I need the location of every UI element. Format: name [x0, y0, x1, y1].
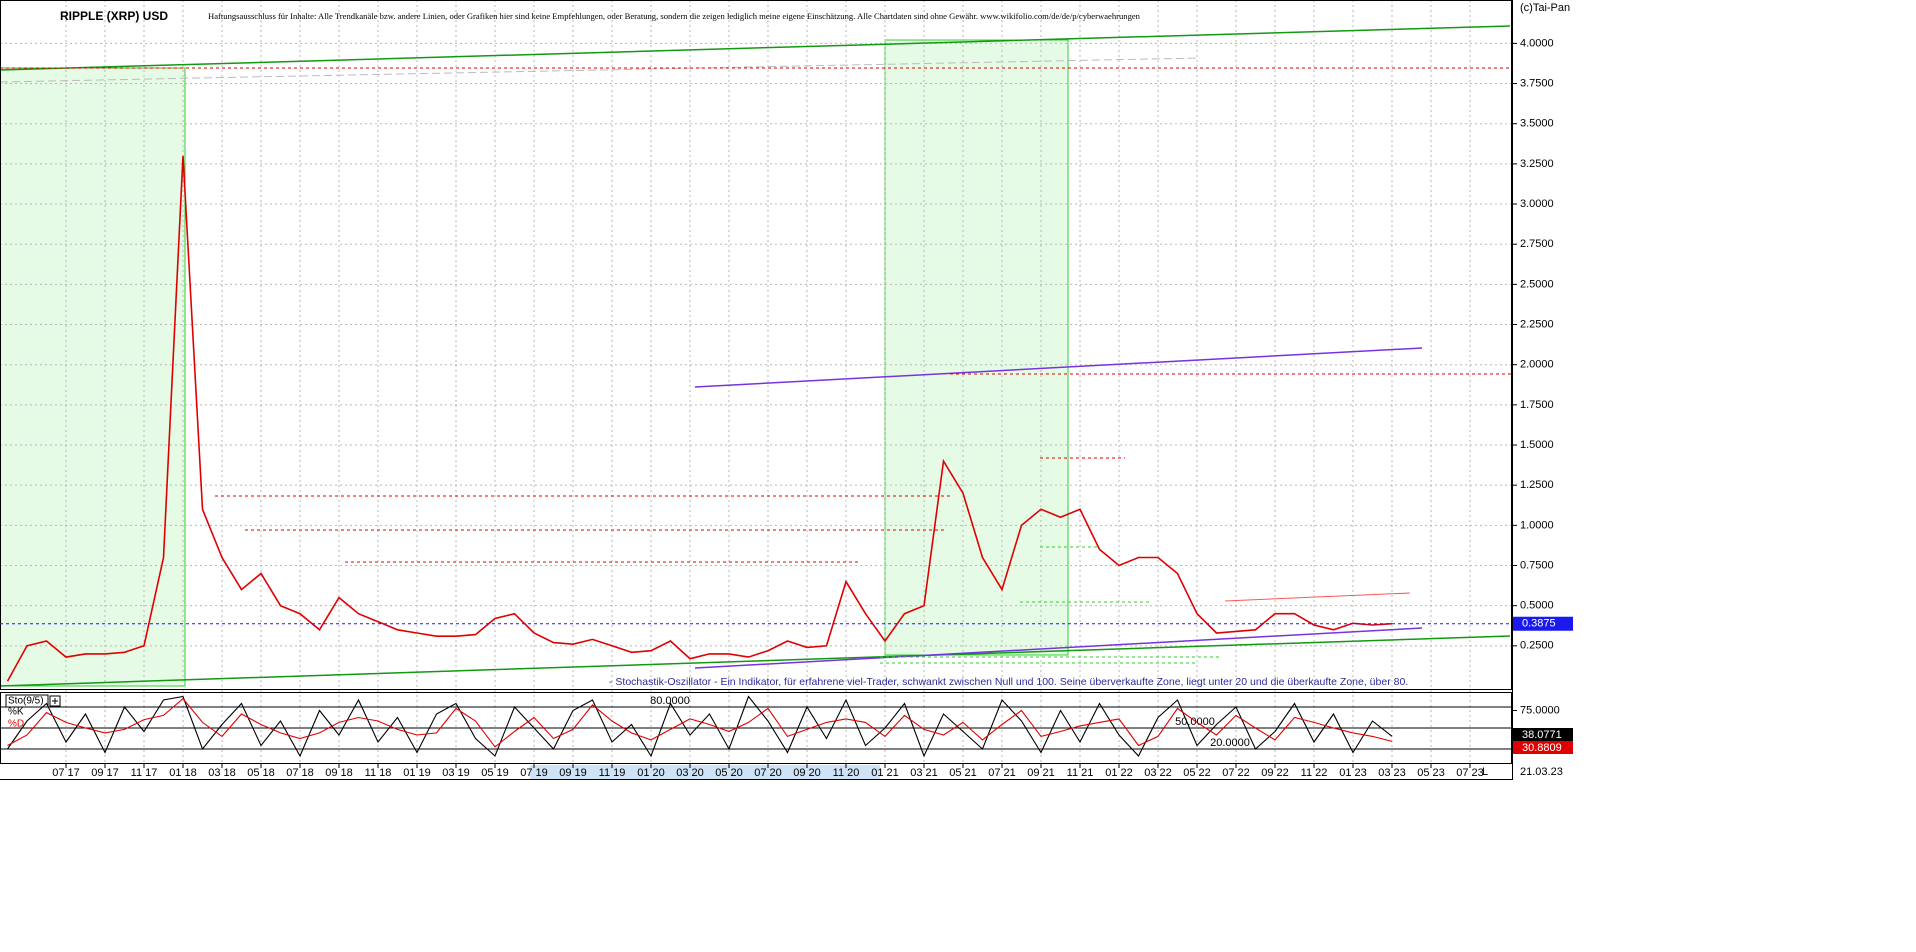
series-line: [7, 697, 1393, 748]
trendline: [694, 627, 1423, 669]
x-tick-label: 07 21: [988, 767, 1016, 779]
x-tick-label: 11 20: [833, 767, 860, 779]
y-tick-label: 1.5000: [1520, 439, 1554, 451]
level-label: 80.0000: [650, 695, 690, 707]
last-value-label: 38.0771: [1522, 729, 1562, 741]
x-tick-label: 01 19: [403, 767, 431, 779]
x-tick-label: 09 20: [793, 767, 821, 779]
scale-mode: L: [1482, 766, 1488, 778]
y-tick-label: 0.7500: [1520, 559, 1554, 571]
y-tick-label: 0.2500: [1520, 640, 1554, 652]
x-tick-label: 09 21: [1027, 767, 1055, 779]
x-tick-label: 09 22: [1261, 767, 1289, 779]
y-tick-label: 0.5000: [1520, 600, 1554, 612]
y-tick-label: 1.2500: [1520, 479, 1554, 491]
y-tick-label: 2.7500: [1520, 238, 1554, 250]
x-tick-label: 09 17: [91, 767, 119, 779]
x-tick-label: 09 19: [559, 767, 587, 779]
last-value-box: [1513, 728, 1573, 741]
x-tick-label: 03 22: [1144, 767, 1172, 779]
y-tick-label: 4.0000: [1520, 37, 1554, 49]
x-tick-label: 05 20: [715, 767, 743, 779]
zone: [0, 67, 186, 687]
x-tick-label: 11 17: [131, 767, 158, 779]
legend-entry: %K: [8, 707, 24, 718]
x-tick-label: 03 21: [910, 767, 938, 779]
x-tick-label: 07 22: [1222, 767, 1250, 779]
y-tick-label: 3.7500: [1520, 77, 1554, 89]
copyright: (c)Tai-Pan: [1520, 2, 1570, 14]
level-label: 50.0000: [1175, 716, 1215, 728]
y-tick-label: 75.0000: [1520, 704, 1560, 716]
x-tick-label: 11 22: [1301, 767, 1328, 779]
trendline: [694, 347, 1423, 388]
x-tick-label: 11 18: [365, 767, 392, 779]
y-tick-label: 3.2500: [1520, 158, 1554, 170]
current-label: 0.3875: [1522, 618, 1556, 630]
x-tick-label: 01 23: [1339, 767, 1367, 779]
chart-title: RIPPLE (XRP) USD: [60, 9, 168, 23]
y-tick-label: 2.5000: [1520, 278, 1554, 290]
x-tick-label: 03 23: [1378, 767, 1406, 779]
x-tick-label: 09 18: [325, 767, 353, 779]
y-tick-label: 2.0000: [1520, 359, 1554, 371]
series-line: [7, 695, 1393, 758]
y-tick-label: 3.0000: [1520, 198, 1554, 210]
legend-entry: %D: [8, 719, 24, 730]
y-tick-label: 3.5000: [1520, 118, 1554, 130]
last-value-box: [1513, 741, 1573, 754]
x-tick-label: 05 22: [1183, 767, 1211, 779]
x-tick-label: 05 21: [949, 767, 977, 779]
x-tick-label: 03 19: [442, 767, 470, 779]
last-value-label: 30.8809: [1522, 742, 1562, 754]
trendline: [1224, 592, 1411, 602]
date-label: 21.03.23: [1520, 766, 1563, 778]
x-tick-label: 07 20: [754, 767, 782, 779]
y-tick-label: 1.7500: [1520, 399, 1554, 411]
disclaimer: Haftungsausschluss für Inhalte: Alle Tre…: [208, 11, 1141, 21]
x-tick-label: 01 21: [871, 767, 899, 779]
y-tick-label: 2.2500: [1520, 318, 1554, 330]
grid: [0, 0, 1512, 763]
x-tick-label: 11 21: [1067, 767, 1094, 779]
marks: 07 17 09 17 11 17 01 18 03 18 05 18 07 18 09 18…: [0, 37, 1573, 779]
trendline: [0, 25, 1511, 71]
x-tick-label: 01 22: [1105, 767, 1133, 779]
x-tick-label: 03 20: [676, 767, 704, 779]
x-tick-label: 01 20: [637, 767, 665, 779]
panel-frame: [0, 0, 1512, 690]
trendline: [0, 635, 1511, 687]
series-line: [6, 155, 1393, 682]
trendline: [0, 57, 1201, 83]
x-tick-label: 07 17: [52, 767, 80, 779]
x-tick-label: 03 18: [208, 767, 236, 779]
annotation: - Stochastik-Oszillator - Ein Indikator,…: [609, 676, 1408, 688]
x-tick-label: 07 19: [520, 767, 548, 779]
y-tick-label: 1.0000: [1520, 519, 1554, 531]
x-tick-label: 11 19: [599, 767, 626, 779]
current-box: [1513, 616, 1573, 631]
axis-strip: [1893, 0, 1916, 780]
zone: [884, 39, 1069, 656]
level-label: 20.0000: [1210, 737, 1250, 749]
x-tick-label: 05 19: [481, 767, 509, 779]
add-icon: [52, 698, 58, 704]
x-tick-label: 01 18: [169, 767, 197, 779]
range-highlight: [530, 765, 880, 779]
indicator-title: Sto(9/5): [8, 696, 44, 707]
x-tick-label: 05 23: [1417, 767, 1445, 779]
x-tick-label: 05 18: [247, 767, 275, 779]
x-tick-label: 07 23: [1456, 767, 1484, 779]
x-tick-label: 07 18: [286, 767, 314, 779]
